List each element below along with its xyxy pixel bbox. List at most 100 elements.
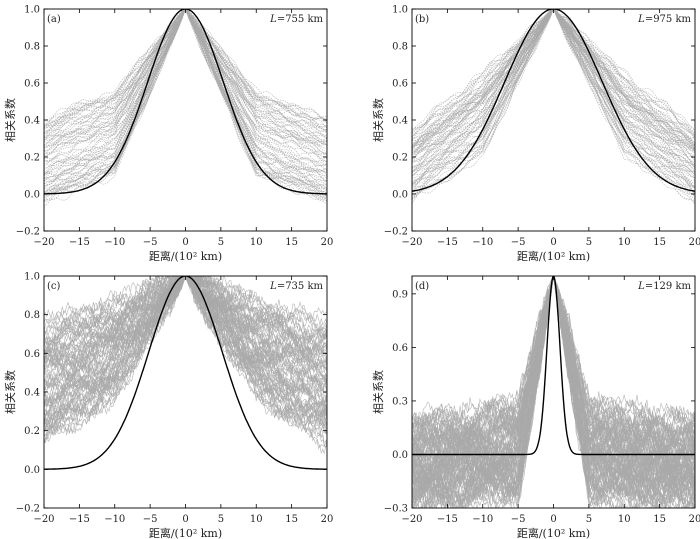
x-tick-label: 15: [285, 514, 298, 525]
sample-curve: [412, 276, 695, 490]
x-tick-label: 20: [689, 514, 700, 525]
sample-curve: [412, 9, 695, 164]
panel-c: −20 −15 −10 −5 0 5 10 15 20 −0.2 0.0 0.2 0.4 0.6 0.8 1.…: [3, 272, 334, 539]
sample-curve: [44, 276, 327, 449]
sample-curve: [412, 9, 695, 193]
sample-curve: [44, 276, 327, 382]
sample-curve: [44, 9, 327, 174]
fitted-curve: [412, 9, 695, 192]
sample-curve: [44, 9, 327, 183]
sample-curve: [412, 9, 695, 134]
sample-curve: [412, 9, 695, 187]
x-tick-label: 15: [285, 237, 298, 248]
sample-curve: [44, 9, 327, 146]
sample-curve: [44, 9, 327, 157]
fitted-curve: [44, 276, 327, 470]
sample-curve: [44, 276, 327, 364]
sample-curve: [44, 9, 327, 130]
sample-curve: [412, 9, 695, 131]
sample-curve: [412, 276, 695, 494]
sample-curve: [412, 9, 695, 146]
x-tick-label: −20: [33, 237, 54, 248]
y-tick-label: 0.3: [392, 396, 408, 407]
y-axis-label: 相关系数: [371, 98, 385, 142]
sample-curve: [412, 9, 695, 158]
sample-curve: [44, 276, 327, 368]
sample-curve: [412, 9, 695, 154]
sample-curve: [44, 9, 327, 172]
x-tick-label: −5: [511, 237, 526, 248]
scale-annotation: L=755 km: [269, 14, 323, 25]
x-tick-label: −15: [437, 237, 458, 248]
y-tick-label: 1.0: [392, 5, 408, 16]
sample-curve: [44, 9, 327, 179]
sample-curve: [44, 9, 327, 193]
sample-curve: [44, 9, 327, 137]
x-tick-label: −20: [33, 514, 54, 525]
sample-curve: [412, 276, 695, 445]
sample-curve: [44, 9, 327, 141]
sample-curve: [44, 9, 327, 195]
plot-frame: [411, 8, 696, 232]
sample-curve: [44, 9, 327, 149]
sample-curve: [412, 9, 695, 198]
x-tick-label: 20: [321, 237, 334, 248]
y-axis-label: 相关系数: [371, 370, 385, 414]
x-tick-label: 0: [550, 514, 556, 525]
sample-curve: [44, 9, 327, 173]
sample-curve: [44, 276, 327, 391]
sample-curve: [412, 276, 695, 508]
sample-curve: [412, 9, 695, 186]
sample-curve: [44, 9, 327, 145]
x-axis-label: 距离/(10² km): [149, 526, 222, 539]
panel-d: −20 −15 −10 −5 0 5 10 15 20 −0.3 0.0 0.3 0.6 0.9 距离/(1…: [371, 275, 700, 539]
x-tick-label: 20: [321, 514, 334, 525]
sample-curve: [412, 276, 695, 463]
sample-curve: [44, 9, 327, 196]
x-tick-label: 10: [618, 237, 631, 248]
sample-curve: [412, 276, 695, 501]
y-axis-label: 相关系数: [3, 98, 17, 142]
panel-tag: (d): [415, 281, 429, 292]
sample-curve: [44, 276, 327, 408]
y-tick-label: 0.0: [24, 190, 40, 201]
y-tick-label: 0.8: [392, 42, 408, 53]
sample-curve: [44, 276, 327, 449]
x-tick-label: −20: [401, 514, 422, 525]
sample-curve: [412, 276, 695, 476]
y-tick-label: 0.9: [392, 289, 408, 300]
sample-curve: [412, 9, 695, 172]
sample-curve: [412, 9, 695, 178]
sample-curve: [44, 9, 327, 199]
x-tick-label: −5: [143, 514, 158, 525]
sample-curve: [44, 9, 327, 126]
sample-curve: [44, 9, 327, 180]
sample-curve: [412, 9, 695, 156]
sample-curve: [412, 9, 695, 144]
sample-curve: [44, 276, 327, 430]
sample-curve: [412, 9, 695, 188]
sample-curve: [44, 9, 327, 193]
sample-curve: [44, 9, 327, 207]
x-tick-label: −15: [437, 514, 458, 525]
sample-curve: [44, 9, 327, 196]
sample-curve: [412, 9, 695, 151]
x-tick-label: 0: [182, 514, 188, 525]
x-tick-label: 0: [182, 237, 188, 248]
x-tick-label: −10: [104, 237, 125, 248]
y-tick-label: −0.2: [384, 227, 408, 238]
sample-curve: [44, 9, 327, 138]
x-axis-label: 距离/(10² km): [517, 526, 590, 539]
sample-curve: [412, 276, 695, 508]
sample-curve: [44, 9, 327, 129]
sample-curve: [412, 276, 695, 495]
sample-curve: [44, 9, 327, 190]
sample-curve: [44, 276, 327, 350]
x-tick-label: 20: [689, 237, 700, 248]
y-tick-label: 0.0: [392, 190, 408, 201]
x-tick-label: −15: [69, 514, 90, 525]
sample-curve: [44, 9, 327, 154]
panel-tag: (c): [47, 281, 61, 292]
x-axis-label: 距离/(10² km): [149, 249, 222, 263]
